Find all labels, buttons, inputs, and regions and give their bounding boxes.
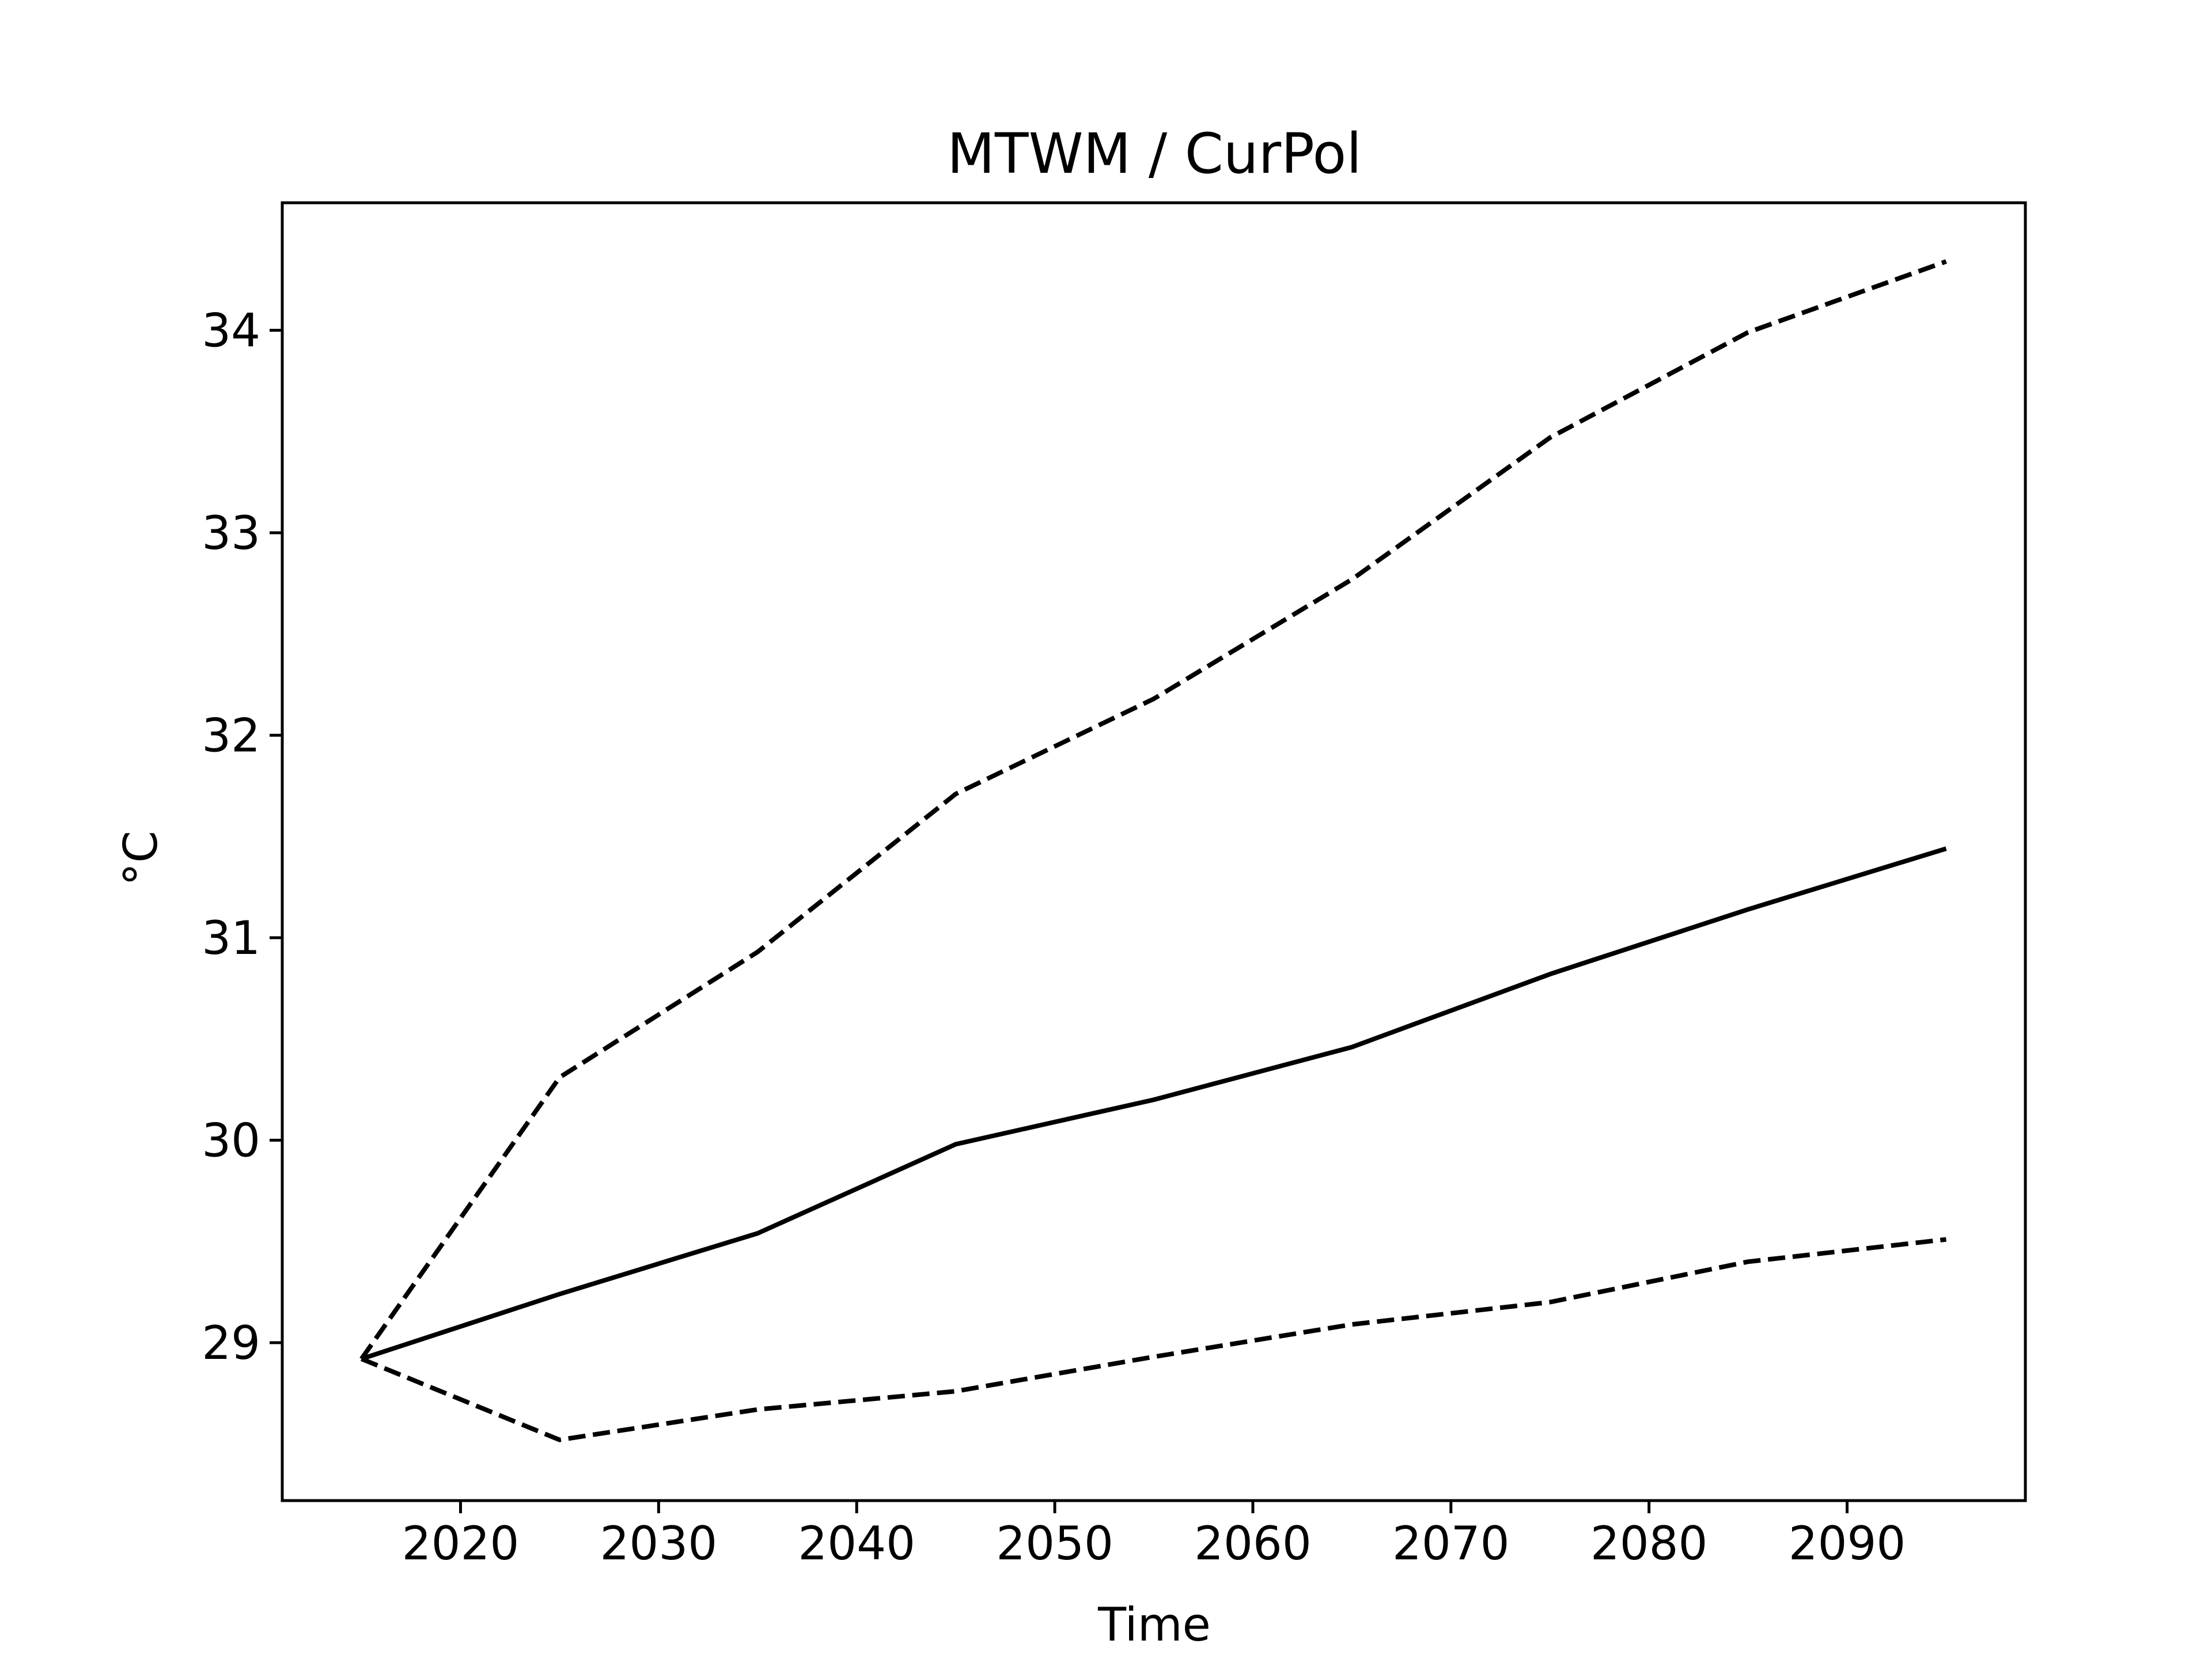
- x-tick-label: 2020: [402, 1517, 520, 1570]
- x-axis-label: Time: [1097, 1598, 1211, 1652]
- x-tick-label: 2040: [798, 1517, 915, 1570]
- y-tick-label: 32: [202, 709, 260, 762]
- series-line-1: [361, 846, 1947, 1361]
- plot-area: [281, 201, 2027, 1502]
- x-axis: 2020 2030 2040 2050 2060 2070 2080 2090: [402, 1501, 1906, 1570]
- x-tick-label: 2090: [1789, 1517, 1906, 1570]
- x-tick-label: 2070: [1392, 1517, 1510, 1570]
- y-tick-label: 34: [202, 304, 260, 357]
- series-line-2: [359, 259, 1947, 1361]
- y-tick-label: 30: [202, 1113, 260, 1167]
- y-axis: 29 30 31 32 33 34: [202, 304, 282, 1370]
- chart-title: MTWM / CurPol: [947, 122, 1362, 186]
- x-tick-label: 2050: [996, 1517, 1113, 1570]
- x-tick-label: 2030: [600, 1517, 718, 1570]
- y-axis-label: °C: [114, 831, 168, 886]
- series-group: [359, 259, 1947, 1442]
- x-tick-label: 2060: [1194, 1517, 1312, 1570]
- series-line-3: [360, 1237, 1946, 1442]
- y-tick-label: 29: [202, 1316, 260, 1370]
- y-tick-label: 31: [202, 911, 260, 965]
- x-tick-label: 2080: [1590, 1517, 1708, 1570]
- y-tick-label: 33: [202, 506, 260, 560]
